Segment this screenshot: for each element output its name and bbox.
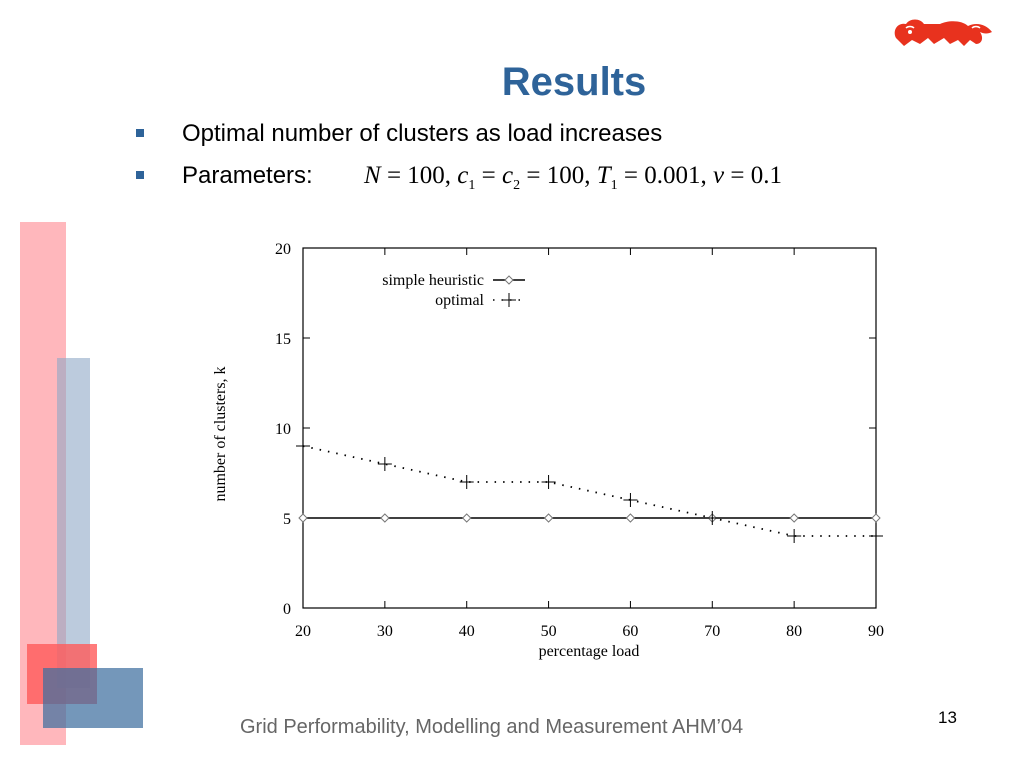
plus-point [623, 493, 638, 507]
diamond-point [504, 275, 514, 285]
formula-c1-sub: 1 [468, 178, 476, 193]
formula-c-value: = 100, [526, 162, 591, 189]
y-tick-label: 15 [275, 331, 291, 348]
deco-blue-bar [57, 358, 90, 688]
formula-t: T [596, 162, 611, 189]
parameter-formula: N = 100, c1 = c2 = 100, T1 = 0.001, ν = … [364, 162, 782, 194]
plus-point [502, 293, 516, 307]
formula-t-sub: 1 [610, 178, 618, 193]
legend-label: simple heuristic [382, 272, 484, 289]
y-tick-label: 0 [283, 601, 291, 618]
diamond-point [543, 513, 554, 523]
plus-point [869, 529, 883, 543]
slide-footer: Grid Performability, Modelling and Measu… [240, 716, 744, 738]
formula-nu: ν [713, 162, 725, 189]
bullet-text: Optimal number of clusters as load incre… [182, 120, 663, 147]
legend-label: optimal [435, 292, 484, 309]
plus-point [705, 511, 720, 525]
x-tick-label: 60 [622, 623, 638, 640]
diamond-point [380, 513, 390, 523]
plus-point [541, 475, 556, 489]
plus-point [459, 475, 474, 489]
x-tick-label: 20 [295, 623, 311, 640]
results-chart: 20 30 40 50 60 70 80 90 0 5 10 15 20 simple heuristi… [212, 241, 884, 660]
plot-frame [302, 247, 877, 609]
formula-c2-sub: 2 [513, 178, 521, 193]
diamond-point [789, 513, 799, 523]
diamond-point [462, 513, 472, 523]
formula-c2: c [502, 162, 514, 189]
red-lion-icon [888, 12, 1000, 61]
formula-nu-value: = 0.1 [730, 162, 782, 189]
x-tick-label: 30 [377, 623, 393, 640]
diamond-point [625, 513, 636, 523]
formula-n-value: = 100, [386, 162, 452, 189]
deco-navy-square [43, 668, 143, 728]
bullet-square-icon [136, 129, 144, 137]
formula-t-value: = 0.001, [623, 162, 707, 189]
x-axis-label: percentage load [539, 643, 640, 660]
x-tick-label: 50 [541, 623, 557, 640]
page-number: 13 [938, 708, 957, 727]
chart-legend: simple heuristic optimal [382, 272, 525, 309]
plus-point [377, 457, 392, 471]
diamond-point [871, 513, 881, 523]
diamond-point [298, 513, 308, 523]
x-tick-label: 90 [868, 623, 884, 640]
formula-c1: c [457, 162, 469, 189]
y-axis-label: number of clusters, k [212, 366, 229, 501]
y-tick-label: 20 [275, 241, 291, 258]
formula-equals: = [481, 162, 496, 189]
x-tick-label: 80 [786, 623, 802, 640]
bullet-square-icon [136, 171, 144, 179]
slide-title: Results [501, 60, 647, 104]
y-tick-label: 10 [275, 421, 291, 438]
bullet-text: Parameters: [182, 162, 313, 189]
x-tick-label: 40 [459, 623, 475, 640]
chart-series [296, 439, 883, 543]
optimal-line [302, 445, 876, 537]
chart-axes: 20 30 40 50 60 70 80 90 0 5 10 15 20 [275, 241, 884, 640]
plus-point [296, 439, 310, 453]
formula-n: N [364, 162, 381, 189]
y-tick-label: 5 [283, 511, 291, 528]
x-tick-label: 70 [704, 623, 720, 640]
plus-point [787, 529, 802, 543]
